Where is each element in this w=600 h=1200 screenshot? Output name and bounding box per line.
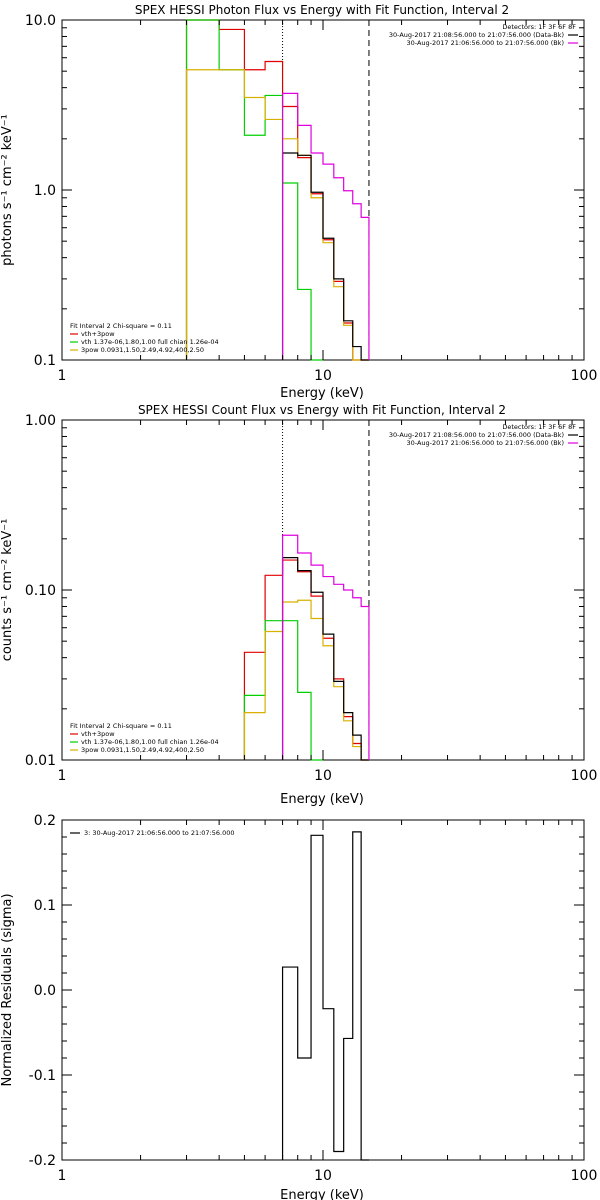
count-flux-vlines: [282, 420, 370, 760]
count-flux-legend: Fit Interval 2 Chi-square = 0.11vth+3pow…: [70, 722, 219, 754]
y-tick-label: -0.2: [29, 1153, 56, 1169]
time-range-label: 30-Aug-2017 21:06:56.000 to 21:07:56.000…: [407, 439, 564, 447]
residuals-panel: 1 10 100 -0.2 -0.1 0.0 0.1 0.2 Energy (keV) Nor…: [0, 813, 597, 1200]
photon-flux-y-label: photons s⁻¹ cm⁻² keV⁻¹: [0, 114, 15, 266]
legend-entry: 3: 30-Aug-2017 21:06:56.000 to 21:07:56.…: [84, 829, 235, 837]
detectors-label: Detectors: 1F 3F 6F 8F: [502, 23, 576, 31]
y-tick-label: 0.1: [34, 353, 56, 369]
series-line-3: [281, 557, 369, 761]
legend-entry: 3pow 0.0931,1.50,2.49,4.92,400,2.50: [81, 346, 204, 354]
series-line-3: [281, 152, 369, 361]
photon-flux-legend: Fit Interval 2 Chi-square = 0.11vth+3pow…: [70, 322, 219, 354]
series-line-4: [281, 534, 370, 760]
x-tick-label: 10: [314, 368, 332, 384]
photon-flux-ticks: 1 10 100 0.1 1.0 10.0: [25, 13, 598, 384]
x-tick-label: 100: [571, 768, 598, 784]
photon-flux-title: SPEX HESSI Photon Flux vs Energy with Fi…: [135, 3, 509, 17]
fit-legend-title: Fit Interval 2 Chi-square = 0.11: [70, 322, 172, 330]
y-tick-label: 0.2: [34, 813, 56, 829]
detectors-label: Detectors: 1F 3F 6F 8F: [502, 423, 576, 431]
legend-entry: vth+3pow: [81, 730, 115, 738]
residuals-x-label: Energy (keV): [280, 1188, 364, 1200]
y-tick-label: 0.10: [25, 583, 56, 599]
legend-entry: 3pow 0.0931,1.50,2.49,4.92,400,2.50: [81, 746, 204, 754]
photon-flux-x-label: Energy (keV): [280, 386, 364, 401]
residuals-series: [281, 831, 369, 1161]
time-range-label: 30-Aug-2017 21:06:56.000 to 21:07:56.000…: [407, 39, 564, 47]
y-tick-label: 1.00: [25, 413, 56, 429]
legend-entry: vth 1.37e-06,1.80,1.00 full chian 1.26e-…: [81, 738, 219, 746]
x-tick-label: 1: [58, 768, 67, 784]
legend-entry: vth+3pow: [81, 330, 115, 338]
count-flux-ticks: 1 10 100 0.01 0.10 1.00: [25, 413, 598, 784]
time-range-label: 30-Aug-2017 21:08:56.000 to 21:07:56.000…: [389, 31, 564, 39]
time-range-label: 30-Aug-2017 21:08:56.000 to 21:07:56.000…: [389, 431, 564, 439]
count-flux-y-label: counts s⁻¹ cm⁻² keV⁻¹: [0, 519, 15, 662]
series-line-4: [281, 92, 370, 360]
x-tick-label: 100: [571, 368, 598, 384]
series-line-1: [185, 19, 323, 361]
count-flux-series: [243, 534, 370, 761]
photon-flux-plot-frame: [61, 19, 585, 361]
y-tick-label: 0.01: [25, 753, 56, 769]
x-tick-label: 1: [58, 368, 67, 384]
y-tick-label: 10.0: [25, 13, 56, 29]
y-tick-label: 0.0: [34, 983, 56, 999]
count-flux-plot-frame: [61, 419, 585, 761]
y-tick-label: 1.0: [34, 183, 56, 199]
count-flux-x-label: Energy (keV): [280, 792, 364, 807]
photon-flux-panel: SPEX HESSI Photon Flux vs Energy with Fi…: [0, 3, 597, 401]
x-tick-label: 100: [571, 1168, 598, 1184]
count-flux-panel: SPEX HESSI Count Flux vs Energy with Fit…: [0, 403, 597, 807]
legend-entry: vth 1.37e-06,1.80,1.00 full chian 1.26e-…: [81, 338, 219, 346]
x-tick-label: 10: [314, 1168, 332, 1184]
series-line-2: [185, 69, 369, 361]
fit-legend-title: Fit Interval 2 Chi-square = 0.11: [70, 722, 172, 730]
series-line-2: [243, 599, 369, 761]
x-tick-label: 10: [314, 768, 332, 784]
count-flux-title: SPEX HESSI Count Flux vs Energy with Fit…: [138, 403, 506, 417]
residuals-y-label: Normalized Residuals (sigma): [0, 893, 15, 1086]
photon-flux-series: [185, 19, 370, 361]
residuals-ticks: 1 10 100 -0.2 -0.1 0.0 0.1 0.2: [29, 813, 598, 1184]
y-tick-label: 0.1: [34, 898, 56, 914]
x-tick-label: 1: [58, 1168, 67, 1184]
residuals-legend: 3: 30-Aug-2017 21:06:56.000 to 21:07:56.…: [70, 829, 235, 837]
series-line-0: [281, 831, 369, 1161]
series-line-1: [243, 620, 323, 761]
series-line-0: [185, 19, 369, 361]
photon-flux-vlines: [282, 20, 370, 360]
y-tick-label: -0.1: [29, 1068, 56, 1084]
